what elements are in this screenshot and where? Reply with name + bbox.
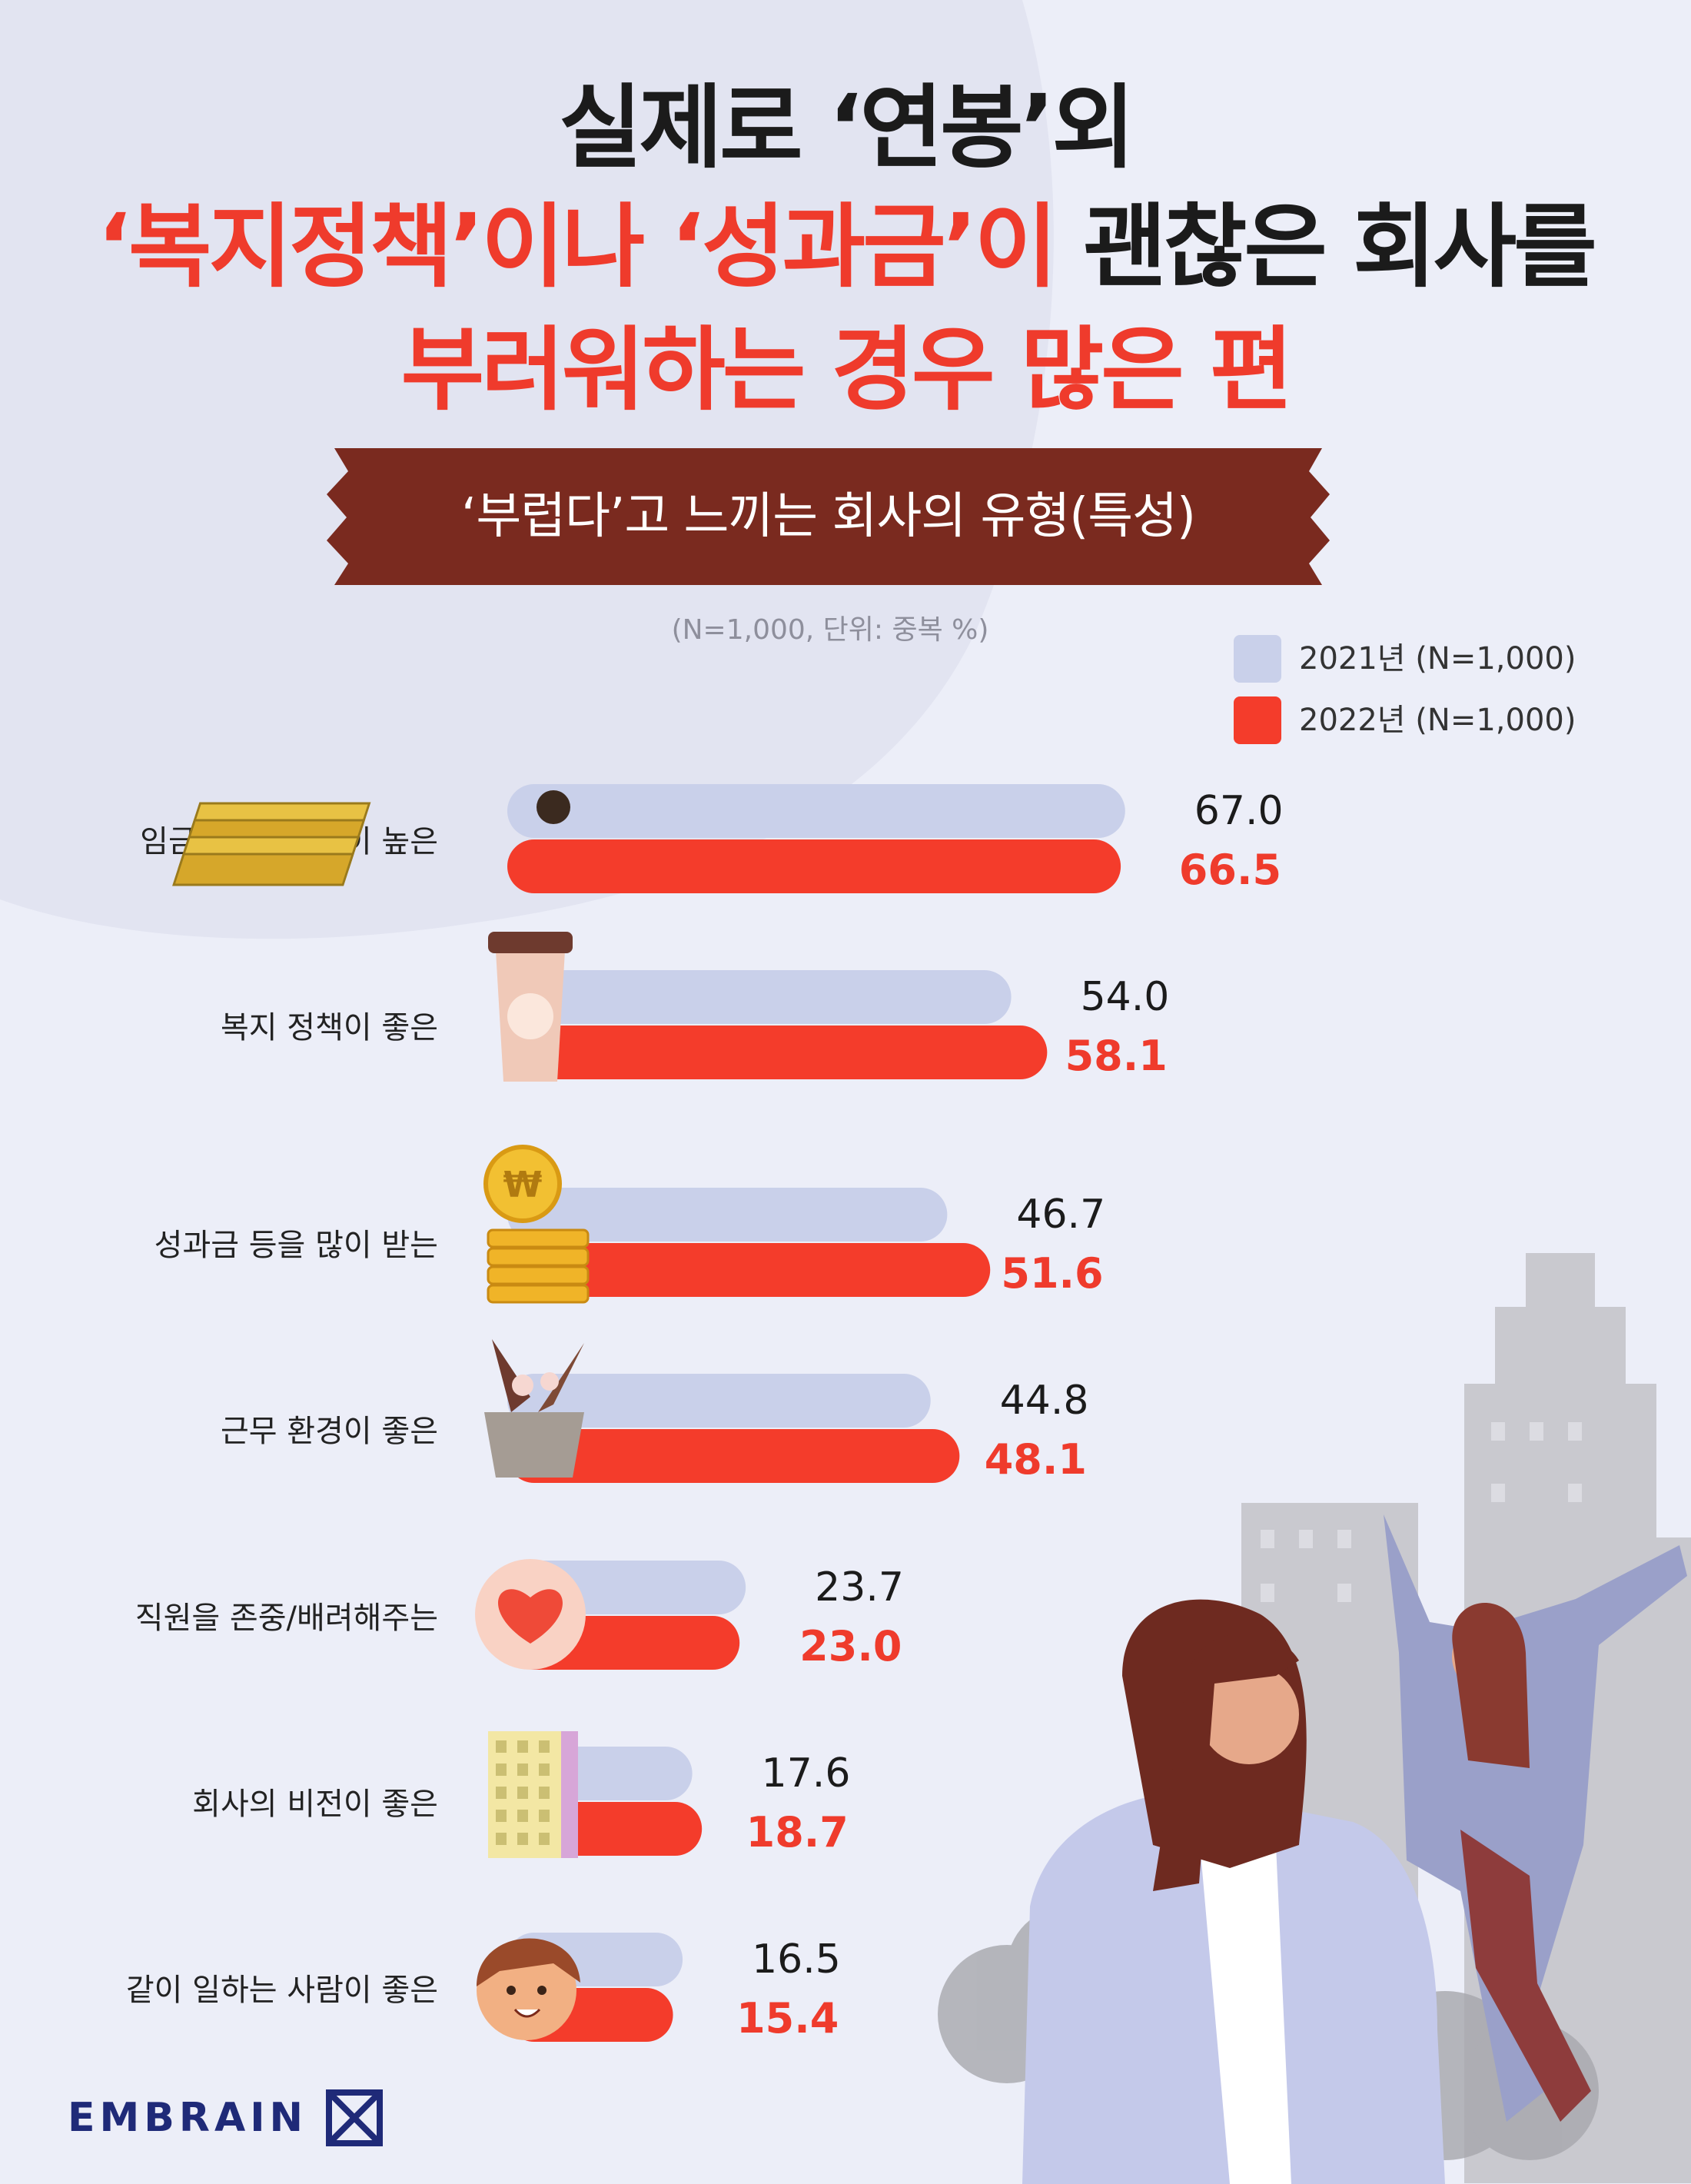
bar-2022 <box>507 1243 991 1297</box>
bar-2021 <box>507 1374 931 1428</box>
brand-logo: EMBRAIN <box>68 2089 384 2146</box>
subtitle-banner-text: ‘부럽다’고 느끼는 회사의 유형(특성) <box>461 488 1196 545</box>
legend-label-2022: 2022년 (N=1,000) <box>1299 703 1576 738</box>
smiling-person-icon <box>477 1938 580 2040</box>
value-label-2021: 44.8 <box>1000 1378 1089 1424</box>
subtitle-banner <box>327 448 1330 585</box>
value-label-2022: 18.7 <box>746 1808 849 1857</box>
building-icon <box>488 1731 578 1858</box>
value-label-2021: 16.5 <box>752 1936 841 1983</box>
category-label: 회사의 비전이 좋은 <box>192 1787 438 1822</box>
bar-2022 <box>507 1429 960 1483</box>
legend-label-2021: 2021년 (N=1,000) <box>1299 641 1576 676</box>
value-label-2021: 17.6 <box>762 1750 851 1797</box>
bar-2021 <box>507 970 1012 1024</box>
value-label-2022: 15.4 <box>736 1994 839 2043</box>
category-label: 복지 정책이 좋은 <box>221 1010 438 1045</box>
value-label-2022: 48.1 <box>985 1435 1087 1484</box>
brand-mark-icon <box>326 2089 384 2146</box>
value-label-2021: 54.0 <box>1081 974 1170 1020</box>
value-label-2022: 66.5 <box>1179 846 1281 894</box>
title-line-2: ‘복지정책’이나 ‘성과금’이 괜찮은 회사를 <box>0 173 1691 304</box>
bar-2022 <box>507 1026 1048 1079</box>
bar-2022 <box>507 839 1121 893</box>
money-icon <box>172 790 570 886</box>
category-label: 성과금 등을 많이 받는 <box>154 1228 438 1263</box>
coins-icon: ₩ <box>483 1145 590 1304</box>
title-line-1: 실제로 ‘연봉’외 <box>558 75 1135 181</box>
value-label-2021: 67.0 <box>1194 788 1284 834</box>
bar-2021 <box>507 784 1125 838</box>
value-label-2021: 23.7 <box>815 1564 904 1611</box>
plant-icon <box>484 1339 584 1478</box>
title-line-3: 부러워하는 경우 많은 편 <box>400 317 1294 423</box>
category-label: 같이 일하는 사람이 좋은 <box>126 1973 438 2008</box>
value-label-2022: 58.1 <box>1065 1032 1168 1080</box>
bar-2021 <box>507 1188 948 1242</box>
unit-note: (N=1,000, 단위: 중복 %) <box>671 614 989 646</box>
legend-swatch-2021 <box>1234 635 1281 683</box>
value-label-2021: 46.7 <box>1016 1192 1105 1238</box>
value-label-2022: 51.6 <box>1001 1249 1103 1298</box>
value-label-2022: 23.0 <box>799 1622 902 1670</box>
category-label: 직원을 존중/배려해주는 <box>135 1601 438 1636</box>
category-label: 근무 환경이 좋은 <box>221 1414 438 1449</box>
svg-text:₩: ₩ <box>503 1164 543 1205</box>
title-highlight: ‘복지정책’이나 ‘성과금’이 <box>97 194 1058 300</box>
coffee-cup-icon <box>488 932 573 1082</box>
legend-swatch-2022 <box>1234 696 1281 744</box>
heart-icon <box>475 1559 586 1670</box>
title-rest: 괜찮은 회사를 <box>1055 194 1596 300</box>
brand-name: EMBRAIN <box>68 2095 308 2141</box>
